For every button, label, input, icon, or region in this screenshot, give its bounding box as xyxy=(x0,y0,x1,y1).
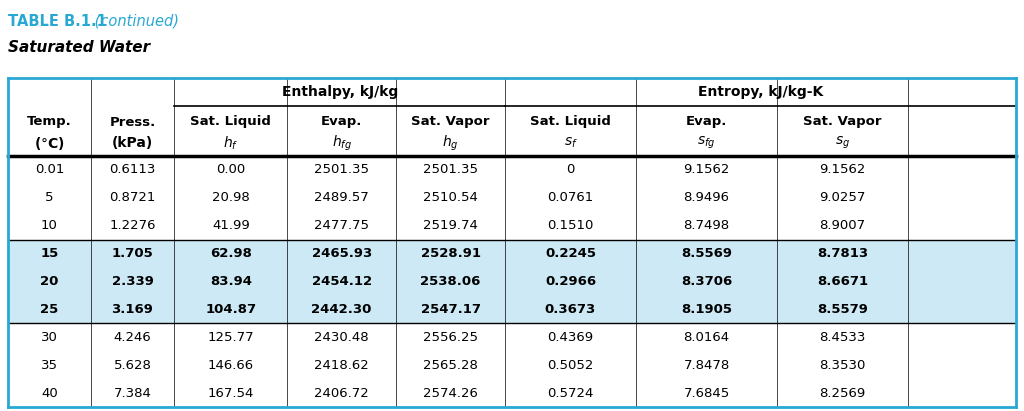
Text: Evap.: Evap. xyxy=(321,115,362,129)
Text: $s_f$: $s_f$ xyxy=(563,136,578,150)
Text: 146.66: 146.66 xyxy=(208,359,254,372)
Text: 9.1562: 9.1562 xyxy=(683,164,730,176)
Text: 0.4369: 0.4369 xyxy=(548,331,594,344)
Text: 0.2245: 0.2245 xyxy=(545,247,596,260)
Text: 2477.75: 2477.75 xyxy=(314,219,369,232)
Text: 8.5579: 8.5579 xyxy=(817,303,868,316)
Text: (kPa): (kPa) xyxy=(112,136,154,150)
Text: 8.5569: 8.5569 xyxy=(681,247,732,260)
Text: 2519.74: 2519.74 xyxy=(423,219,478,232)
Text: 2556.25: 2556.25 xyxy=(423,331,478,344)
Text: Sat. Liquid: Sat. Liquid xyxy=(190,115,271,129)
Text: 41.99: 41.99 xyxy=(212,219,250,232)
Text: 7.384: 7.384 xyxy=(114,387,152,399)
Text: Entropy, kJ/kg-K: Entropy, kJ/kg-K xyxy=(697,85,823,99)
Text: 2510.54: 2510.54 xyxy=(423,192,478,204)
Text: Enthalpy, kJ/kg: Enthalpy, kJ/kg xyxy=(282,85,397,99)
Text: 10: 10 xyxy=(41,219,57,232)
Text: 2430.48: 2430.48 xyxy=(314,331,369,344)
Text: 0.01: 0.01 xyxy=(35,164,65,176)
Text: $h_f$: $h_f$ xyxy=(223,134,239,152)
Bar xyxy=(8,296,1016,323)
Text: 167.54: 167.54 xyxy=(208,387,254,399)
Text: 4.246: 4.246 xyxy=(114,331,152,344)
Text: Saturated Water: Saturated Water xyxy=(8,40,151,55)
Text: $h_g$: $h_g$ xyxy=(442,133,459,152)
Text: Sat. Liquid: Sat. Liquid xyxy=(530,115,611,129)
Text: 2406.72: 2406.72 xyxy=(314,387,369,399)
Text: 7.6845: 7.6845 xyxy=(683,387,730,399)
Bar xyxy=(8,240,1016,268)
Text: 2501.35: 2501.35 xyxy=(423,164,478,176)
Bar xyxy=(8,268,1016,296)
Text: 2574.26: 2574.26 xyxy=(423,387,478,399)
Text: Sat. Vapor: Sat. Vapor xyxy=(804,115,882,129)
Text: 8.3706: 8.3706 xyxy=(681,275,732,288)
Text: 7.8478: 7.8478 xyxy=(683,359,730,372)
Text: 0.8721: 0.8721 xyxy=(110,192,156,204)
Text: 0.1510: 0.1510 xyxy=(547,219,594,232)
Text: 0.3673: 0.3673 xyxy=(545,303,596,316)
Text: 2442.30: 2442.30 xyxy=(311,303,372,316)
Text: Sat. Vapor: Sat. Vapor xyxy=(412,115,489,129)
Text: 1.2276: 1.2276 xyxy=(110,219,156,232)
Text: (continued): (continued) xyxy=(90,14,179,29)
Text: 2418.62: 2418.62 xyxy=(314,359,369,372)
Text: 104.87: 104.87 xyxy=(205,303,256,316)
Text: 2501.35: 2501.35 xyxy=(314,164,369,176)
Text: $s_{fg}$: $s_{fg}$ xyxy=(697,135,716,151)
Text: 83.94: 83.94 xyxy=(210,275,252,288)
Text: 30: 30 xyxy=(41,331,57,344)
Text: 0.00: 0.00 xyxy=(216,164,246,176)
Text: 3.169: 3.169 xyxy=(112,303,154,316)
Text: 0: 0 xyxy=(566,164,574,176)
Text: 9.0257: 9.0257 xyxy=(819,192,866,204)
Text: 15: 15 xyxy=(40,247,58,260)
Text: 125.77: 125.77 xyxy=(208,331,254,344)
Text: 8.6671: 8.6671 xyxy=(817,275,868,288)
Text: 8.0164: 8.0164 xyxy=(683,331,730,344)
Text: 2.339: 2.339 xyxy=(112,275,154,288)
Text: 35: 35 xyxy=(41,359,57,372)
Text: 8.9007: 8.9007 xyxy=(819,219,865,232)
Text: $h_{fg}$: $h_{fg}$ xyxy=(332,133,351,152)
Text: Press.: Press. xyxy=(110,115,156,129)
Text: 2547.17: 2547.17 xyxy=(421,303,480,316)
Text: 2528.91: 2528.91 xyxy=(421,247,480,260)
Text: 8.4533: 8.4533 xyxy=(819,331,866,344)
Text: ($\degree$C): ($\degree$C) xyxy=(34,134,65,152)
Text: 9.1562: 9.1562 xyxy=(819,164,866,176)
Text: Temp.: Temp. xyxy=(27,115,72,129)
Text: 5: 5 xyxy=(45,192,53,204)
Text: 2465.93: 2465.93 xyxy=(311,247,372,260)
Text: 8.7813: 8.7813 xyxy=(817,247,868,260)
Text: 20.98: 20.98 xyxy=(212,192,250,204)
Text: 0.6113: 0.6113 xyxy=(110,164,156,176)
Text: 1.705: 1.705 xyxy=(112,247,154,260)
Text: $s_g$: $s_g$ xyxy=(836,135,850,151)
Text: 5.628: 5.628 xyxy=(114,359,152,372)
Text: 25: 25 xyxy=(40,303,58,316)
Text: 0.2966: 0.2966 xyxy=(545,275,596,288)
Text: 8.2569: 8.2569 xyxy=(819,387,865,399)
Text: 0.5052: 0.5052 xyxy=(547,359,594,372)
Text: 2489.57: 2489.57 xyxy=(314,192,369,204)
Text: 8.1905: 8.1905 xyxy=(681,303,732,316)
Text: 0.5724: 0.5724 xyxy=(547,387,594,399)
Text: 0.0761: 0.0761 xyxy=(548,192,594,204)
Text: 20: 20 xyxy=(40,275,58,288)
Text: 8.3530: 8.3530 xyxy=(819,359,866,372)
Text: 2538.06: 2538.06 xyxy=(420,275,480,288)
Text: Evap.: Evap. xyxy=(686,115,727,129)
Text: TABLE B.1.1: TABLE B.1.1 xyxy=(8,14,106,29)
Text: 8.7498: 8.7498 xyxy=(683,219,730,232)
Text: 40: 40 xyxy=(41,387,57,399)
Text: 8.9496: 8.9496 xyxy=(684,192,729,204)
Text: 2565.28: 2565.28 xyxy=(423,359,478,372)
Text: 2454.12: 2454.12 xyxy=(311,275,372,288)
Text: 62.98: 62.98 xyxy=(210,247,252,260)
